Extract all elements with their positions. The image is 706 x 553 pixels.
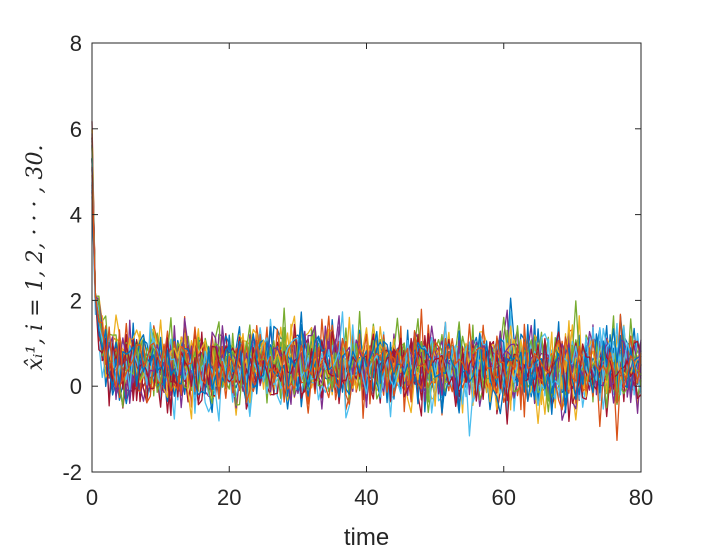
y-tick-label: 2 <box>70 288 82 313</box>
x-tick-label: 60 <box>492 485 516 510</box>
y-tick-label: -2 <box>62 460 82 485</box>
series-line-29 <box>91 190 642 415</box>
y-tick-labels: -2 0 2 4 6 8 <box>62 31 82 485</box>
series-line-30 <box>91 174 642 411</box>
y-tick-label: 6 <box>70 117 82 142</box>
x-tick-labels: 0 20 40 60 80 <box>86 485 653 510</box>
x-tick-label: 0 <box>86 485 98 510</box>
series-layer <box>91 121 642 441</box>
y-tick-label: 0 <box>70 374 82 399</box>
x-axis-label: time <box>344 524 389 551</box>
y-tick-label: 8 <box>70 31 82 56</box>
x-tick-label: 80 <box>629 485 653 510</box>
x-tick-label: 20 <box>217 485 241 510</box>
series-line-27 <box>91 158 642 422</box>
axis-ticks <box>91 42 642 473</box>
y-axis-label: x̂ᵢ¹, i = 1, 2, · · · , 30. <box>23 145 48 371</box>
y-tick-label: 4 <box>70 203 82 228</box>
x-tick-label: 40 <box>354 485 378 510</box>
